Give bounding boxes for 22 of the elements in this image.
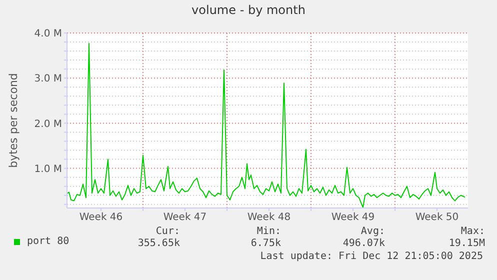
y-tick-label: 4.0 M [34, 28, 62, 40]
x-tick-label: Week 50 [415, 212, 459, 224]
y-tick-label: 1.0 M [34, 164, 62, 175]
x-tick-label: Week 48 [247, 212, 291, 224]
line-series [67, 42, 466, 208]
x-tick-label: Week 49 [331, 212, 375, 224]
y-tick-label: 2.0 M [34, 118, 62, 130]
text: 19.15M [448, 238, 485, 250]
text: 6.75k [250, 238, 281, 250]
text: Cur: [154, 226, 180, 238]
text: Avg: [360, 226, 385, 238]
x-tick-label: Week 47 [163, 212, 207, 224]
text: Min: [256, 226, 281, 238]
text: Max: [460, 226, 485, 238]
y-tick-label: 3.0 M [34, 74, 62, 85]
x-tick-label: Week 46 [79, 212, 123, 224]
legend-label: port 80 [27, 236, 70, 247]
chart-title: volume - by month [190, 3, 306, 17]
y-axis-title: bytes per second [6, 73, 20, 168]
text: Last update: Fri Dec 12 21:05:00 2025 [260, 251, 483, 262]
text: 496.07k [342, 238, 385, 250]
text: 355.65k [136, 238, 180, 250]
